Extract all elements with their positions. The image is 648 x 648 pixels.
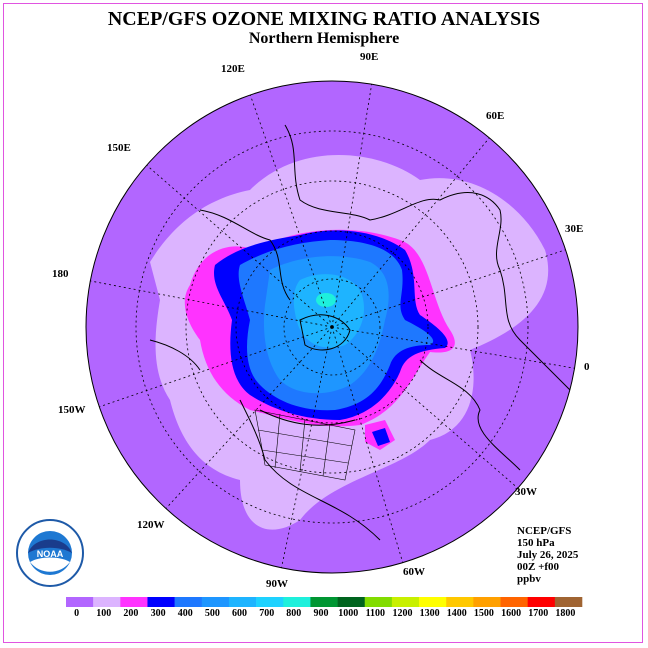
hemisphere-outline [85,80,579,574]
lon-label-30e: 30E [565,223,584,235]
colorbar-tick-label: 100 [96,608,112,619]
colorbar-tick-label: 1300 [419,608,440,619]
colorbar-tick-label: 600 [232,608,247,619]
colorbar-tick-label: 0 [74,608,80,619]
colorbar-swatch [174,597,203,607]
colorbar-swatch [93,597,121,607]
colorbar-tick-label: 300 [150,608,166,619]
lon-label-150e: 150E [107,142,131,154]
colorbar-tick-label: 400 [177,608,193,619]
colorbar-swatch [391,597,420,607]
lon-label-120e: 120E [221,63,245,75]
latitude-circles [135,130,529,524]
ozone-band-cyan [293,274,365,348]
colorbar-swatch [446,597,474,607]
lon-label-120w: 120W [137,519,165,531]
colorbar-swatch [337,597,366,607]
colorbar-swatch [500,597,528,607]
lon-label-60w: 60W [403,566,425,578]
colorbar-tick-label: 1500 [473,608,494,619]
us-state-lines [254,409,356,481]
coastlines [149,124,576,541]
colorbar-tick-label: 1100 [365,608,386,619]
lon-label-60e: 60E [486,110,505,122]
colorbar-tick-label: 200 [123,608,139,619]
colorbar-swatch [310,597,338,607]
colorbar-tick-label: 1700 [528,608,549,619]
info-date: July 26, 2025 [517,549,579,561]
colorbar-tick-label: 1000 [338,608,359,619]
info-units: ppbv [517,573,541,585]
lon-label-30w: 30W [515,486,537,498]
ozone-band-blue-patch [372,428,390,446]
colorbar-tick-label: 1400 [446,608,467,619]
colorbar-swatch [120,597,148,607]
page-title: NCEP/GFS OZONE MIXING RATIO ANALYSIS [107,8,541,30]
colorbar-tick-label: 1600 [501,608,522,619]
meridian-lines [86,81,578,573]
colorbar-swatch [554,597,583,607]
colorbar [66,597,583,607]
lon-label-90e: 90E [360,51,379,63]
lon-label-180: 180 [52,268,69,280]
lon-label-150w: 150W [58,404,86,416]
colorbar-swatch [419,597,447,607]
colorbar-tick-label: 1200 [392,608,413,619]
info-level: 150 hPa [517,537,555,549]
colorbar-tick-label: 800 [286,608,302,619]
lon-label-90w: 90W [266,578,288,590]
colorbar-tick-label: 1800 [555,608,576,619]
colorbar-swatch [364,597,393,607]
colorbar-swatch [256,597,284,607]
colorbar-tick-label: 500 [204,608,220,619]
noaa-logo-text: NOAA [37,549,64,559]
lon-label-0: 0 [584,361,590,373]
page-subtitle: Northern Hemisphere [248,30,400,47]
ozone-band-aqua [316,293,336,307]
info-source: NCEP/GFS [517,525,572,537]
colorbar-tick-label: 900 [313,608,329,619]
colorbar-tick-label: 700 [259,608,275,619]
image-frame [3,3,643,643]
colorbar-swatch [201,597,230,607]
colorbar-swatch [147,597,175,607]
colorbar-swatch [473,597,501,607]
info-run: 00Z +f00 [517,561,560,573]
noaa-logo: NOAA [16,519,84,587]
ozone-field [86,81,578,573]
colorbar-swatch [283,597,311,607]
colorbar-swatch [66,597,94,607]
colorbar-swatch [228,597,257,607]
info-block: NCEP/GFS 150 hPa July 26, 2025 00Z +f00 … [517,525,578,585]
colorbar-swatch [527,597,556,607]
